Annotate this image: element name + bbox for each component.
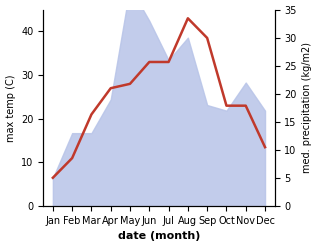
Y-axis label: max temp (C): max temp (C) bbox=[5, 74, 16, 142]
Y-axis label: med. precipitation (kg/m2): med. precipitation (kg/m2) bbox=[302, 42, 313, 173]
X-axis label: date (month): date (month) bbox=[118, 231, 200, 242]
